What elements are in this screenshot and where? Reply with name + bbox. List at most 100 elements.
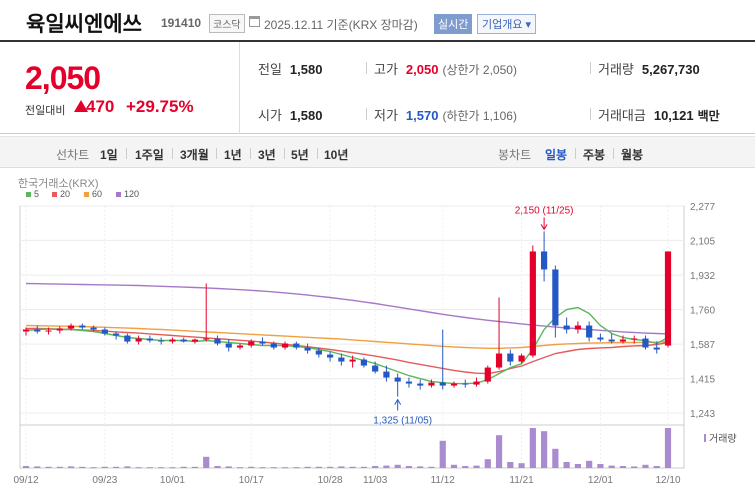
tab-1y[interactable]: 1년 bbox=[224, 148, 242, 162]
calendar-icon bbox=[249, 16, 260, 27]
volume-bar bbox=[135, 467, 142, 469]
volume-legend-swatch bbox=[704, 434, 706, 442]
candle-body bbox=[417, 383, 424, 386]
volume-bar bbox=[563, 462, 570, 468]
candle-body bbox=[22, 329, 30, 332]
volume-bar bbox=[383, 465, 390, 468]
tab-1w[interactable]: 1주일 bbox=[135, 148, 164, 162]
volume-bar bbox=[552, 448, 559, 468]
candle-body bbox=[90, 327, 97, 330]
divider bbox=[366, 62, 367, 74]
y-tick-label: 1,587 bbox=[690, 340, 715, 351]
candle-body bbox=[135, 338, 142, 342]
divider bbox=[126, 148, 127, 159]
candle-body bbox=[203, 338, 210, 340]
volume-bar bbox=[619, 466, 627, 468]
ma5-line bbox=[25, 306, 669, 385]
ma120-line bbox=[25, 282, 669, 335]
candle-body bbox=[642, 338, 649, 348]
divider bbox=[172, 148, 173, 159]
candle-body bbox=[462, 383, 469, 385]
price-plot-frame bbox=[19, 205, 685, 426]
tab-10y[interactable]: 10년 bbox=[324, 148, 349, 162]
tab-1d[interactable]: 1일 bbox=[100, 148, 118, 162]
candle-body bbox=[507, 353, 514, 362]
volume-bar bbox=[67, 466, 75, 468]
candle-body bbox=[541, 251, 548, 270]
current-price-box: 2,050 전일대비 470 +29.75% bbox=[0, 42, 240, 134]
tab-3y[interactable]: 3년 bbox=[258, 148, 276, 162]
volume-bar bbox=[281, 467, 289, 469]
volume-bar bbox=[45, 466, 52, 468]
volume-bar bbox=[338, 466, 345, 468]
legend-label-60: 60 bbox=[92, 189, 102, 199]
divider bbox=[250, 148, 251, 159]
current-price: 2,050 bbox=[25, 60, 101, 96]
legend-swatch bbox=[52, 192, 57, 197]
candle-body bbox=[236, 345, 244, 348]
volume-plot-frame bbox=[19, 424, 685, 469]
line-chart-label[interactable]: 선차트 bbox=[56, 148, 90, 162]
candle-body bbox=[214, 338, 221, 344]
candle-body bbox=[191, 339, 199, 342]
volume-bar bbox=[158, 467, 165, 469]
y-tick-label: 1,243 bbox=[690, 409, 715, 420]
volume-bar bbox=[473, 465, 480, 468]
volume-bar bbox=[462, 466, 469, 468]
candle-body bbox=[450, 383, 458, 386]
volume-bar bbox=[214, 466, 221, 468]
volume-bar bbox=[236, 467, 244, 469]
open-price: 시가 1,580 bbox=[258, 108, 323, 123]
candle-body bbox=[293, 343, 300, 348]
volume-bar bbox=[315, 466, 322, 468]
tab-weekly[interactable]: 주봉 bbox=[583, 148, 606, 162]
trade-amount: 거래대금 10,121 백만 bbox=[598, 108, 720, 123]
change-percent: +29.75% bbox=[126, 97, 194, 116]
volume-bar bbox=[597, 464, 604, 468]
volume-bar bbox=[270, 467, 277, 469]
chart-tabs: 선차트 1일 1주일 3개월 1년 3년 5년 10년 봉차트 일봉 주봉 월봉 bbox=[0, 136, 755, 168]
up-arrow-icon bbox=[74, 100, 88, 112]
volume-bar bbox=[248, 466, 255, 468]
candle-body bbox=[383, 371, 390, 378]
candle-body bbox=[146, 338, 153, 341]
change-label: 전일대비 bbox=[25, 105, 66, 117]
max-annotation: 2,150 (11/25) bbox=[515, 205, 574, 216]
stock-header: 육일씨엔에쓰 191410 코스닥 2025.12.11 기준(KRX 장마감)… bbox=[0, 0, 755, 42]
volume-bar bbox=[146, 467, 153, 469]
candle-body bbox=[563, 325, 570, 330]
volume-bar bbox=[34, 466, 41, 468]
volume: 거래량 5,267,730 bbox=[598, 62, 700, 77]
candle-body bbox=[428, 382, 435, 386]
candle-body bbox=[158, 340, 165, 342]
x-tick-label: 10/17 bbox=[239, 475, 264, 486]
candle-body bbox=[664, 251, 672, 346]
divider bbox=[590, 108, 591, 120]
candle-body bbox=[495, 353, 503, 368]
volume-bar bbox=[529, 428, 536, 468]
tab-daily[interactable]: 일봉 bbox=[545, 148, 568, 162]
company-info-dropdown[interactable]: 기업개요 ▾ bbox=[477, 14, 537, 34]
candle-body bbox=[619, 339, 627, 342]
volume-bar bbox=[586, 460, 593, 468]
realtime-button[interactable]: 실시간 bbox=[434, 14, 473, 34]
y-tick-label: 2,277 bbox=[690, 202, 715, 213]
candle-body bbox=[45, 330, 52, 332]
volume-bar bbox=[124, 466, 131, 468]
change-value: 470 bbox=[86, 97, 115, 116]
volume-bar bbox=[360, 466, 367, 468]
candle-body bbox=[372, 365, 379, 372]
candle-body bbox=[586, 325, 593, 338]
volume-bar bbox=[327, 466, 334, 468]
divider bbox=[575, 148, 576, 159]
legend-swatch bbox=[116, 192, 121, 197]
candle-body bbox=[327, 354, 334, 358]
candle-body bbox=[67, 325, 75, 329]
tab-monthly[interactable]: 월봉 bbox=[621, 148, 644, 162]
tab-3m[interactable]: 3개월 bbox=[180, 148, 209, 162]
tab-5y[interactable]: 5년 bbox=[291, 148, 309, 162]
candle-chart-label[interactable]: 봉차트 bbox=[498, 148, 532, 162]
candle-body bbox=[484, 367, 491, 382]
legend-swatch bbox=[84, 192, 89, 197]
candle-body bbox=[169, 339, 176, 342]
